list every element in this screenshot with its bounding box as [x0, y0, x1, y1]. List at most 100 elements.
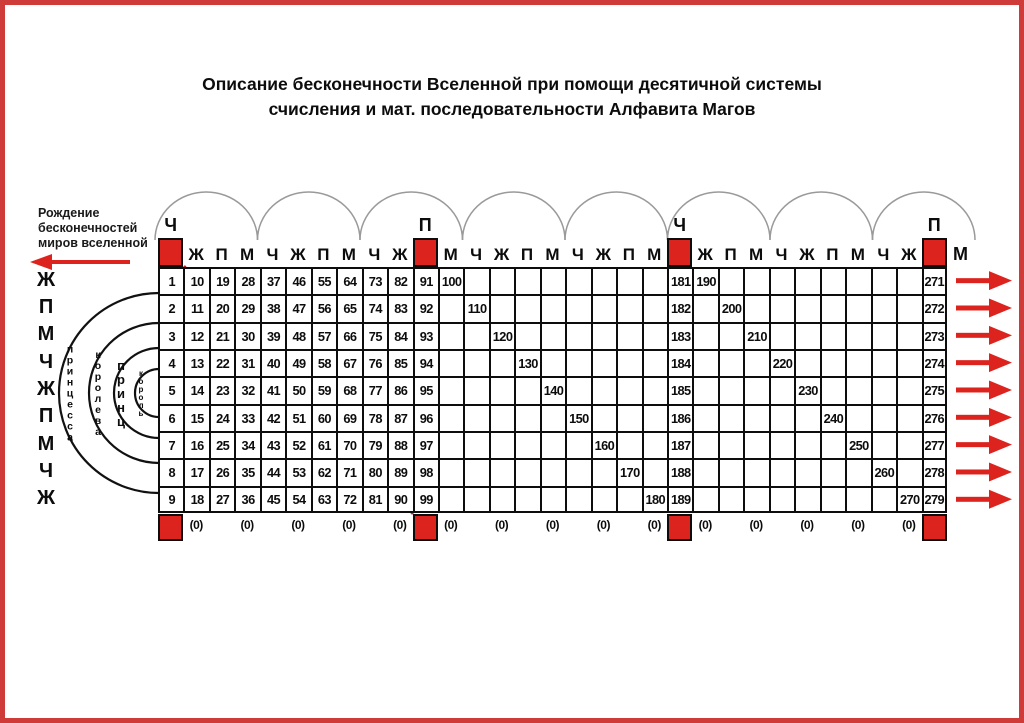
table-cell [565, 348, 591, 377]
table-cell [463, 321, 489, 349]
table-cell: 187 [667, 430, 693, 459]
column-letter: Ч [470, 245, 483, 264]
table-cell [514, 376, 540, 404]
column-letter: М [647, 245, 662, 264]
zero-footer-label: (0) [800, 518, 814, 532]
table-cell [870, 376, 897, 404]
table-cell [616, 321, 642, 349]
table-cell [463, 430, 489, 459]
table-cell [743, 267, 769, 295]
column-letter: Ч [877, 245, 890, 264]
table-cell: 260 [870, 458, 897, 486]
table-cell [794, 348, 820, 377]
table-cell [768, 376, 795, 404]
table-cell: 210 [743, 321, 769, 349]
table-cell [514, 267, 540, 295]
table-cell: 76 [361, 348, 388, 377]
right-arrow-icon [989, 435, 1012, 455]
table-cell [616, 430, 642, 459]
right-top-letter: М [953, 244, 968, 264]
left-row-letter: Ж [36, 487, 56, 510]
table-cell [514, 321, 540, 349]
table-cell: 68 [336, 376, 362, 404]
table-cell: 82 [387, 267, 413, 295]
table-cell: 46 [285, 267, 311, 295]
table-cell: 94 [412, 348, 438, 377]
table-cell: 89 [387, 458, 413, 486]
table-cell: 188 [667, 458, 693, 486]
zero-footer-label: (0) [749, 518, 763, 532]
table-cell: 277 [921, 430, 947, 459]
column-letter: Ж [290, 245, 306, 264]
column-letter: Ч [775, 245, 788, 264]
left-row-letter: М [37, 323, 55, 346]
top-marker-letter: Ч [164, 215, 178, 235]
table-cell [565, 267, 591, 295]
table-cell: 185 [667, 376, 693, 404]
top-arch [871, 191, 976, 241]
table-cell [768, 321, 795, 349]
table-cell [819, 376, 846, 404]
table-cell [616, 348, 642, 377]
table-cell [488, 430, 515, 459]
table-cell: 27 [208, 485, 235, 513]
left-row-letter: Ж [36, 268, 56, 291]
table-cell: 20 [208, 294, 235, 322]
table-cell [717, 485, 744, 513]
table-cell [870, 430, 897, 459]
table-cell [488, 458, 515, 486]
red-marker-cell [412, 514, 438, 541]
left-arrow-icon [30, 254, 52, 270]
top-arch [769, 191, 874, 241]
column-letter: М [341, 245, 356, 264]
table-cell: 36 [234, 485, 260, 513]
table-cell: 37 [259, 267, 286, 295]
table-cell [896, 458, 922, 486]
table-cell: 33 [234, 403, 260, 431]
table-cell [794, 267, 820, 295]
table-cell [896, 376, 922, 404]
zero-footer-label: (0) [647, 518, 662, 532]
table-cell [437, 430, 464, 459]
right-arrow-icon [956, 469, 992, 475]
table-cell: 1 [158, 267, 184, 295]
table-cell [743, 430, 769, 459]
right-arrow-icon [989, 271, 1012, 291]
table-cell [845, 458, 871, 486]
right-arrow-icon [989, 489, 1012, 509]
table-cell: 56 [310, 294, 337, 322]
red-marker-cell [667, 238, 693, 267]
table-cell: 271 [921, 267, 947, 295]
table-cell: 52 [285, 430, 311, 459]
column-letter: Ж [697, 245, 713, 264]
table-cell [743, 376, 769, 404]
hierarchy-arc-label: королева [92, 349, 104, 437]
table-cell: 87 [387, 403, 413, 431]
table-cell [768, 403, 795, 431]
table-cell [845, 348, 871, 377]
column-letter: Ж [901, 245, 917, 264]
table-cell [717, 321, 744, 349]
table-cell: 186 [667, 403, 693, 431]
table-cell: 182 [667, 294, 693, 322]
table-cell [539, 267, 566, 295]
right-arrow-icon [989, 380, 1012, 400]
table-cell: 59 [310, 376, 337, 404]
table-cell [616, 485, 642, 513]
table-cell: 130 [514, 348, 540, 377]
right-arrow-icon [989, 298, 1012, 318]
red-marker-cell [158, 238, 184, 267]
table-cell: 79 [361, 430, 388, 459]
zero-footer-label: (0) [596, 518, 611, 532]
table-cell [896, 348, 922, 377]
hierarchy-arc-label: король [136, 369, 146, 417]
table-cell: 240 [819, 403, 846, 431]
table-cell [514, 458, 540, 486]
table-cell [514, 403, 540, 431]
table-cell: 90 [387, 485, 413, 513]
table-cell [870, 321, 897, 349]
table-cell [819, 294, 846, 322]
table-cell [794, 485, 820, 513]
table-cell [437, 458, 464, 486]
